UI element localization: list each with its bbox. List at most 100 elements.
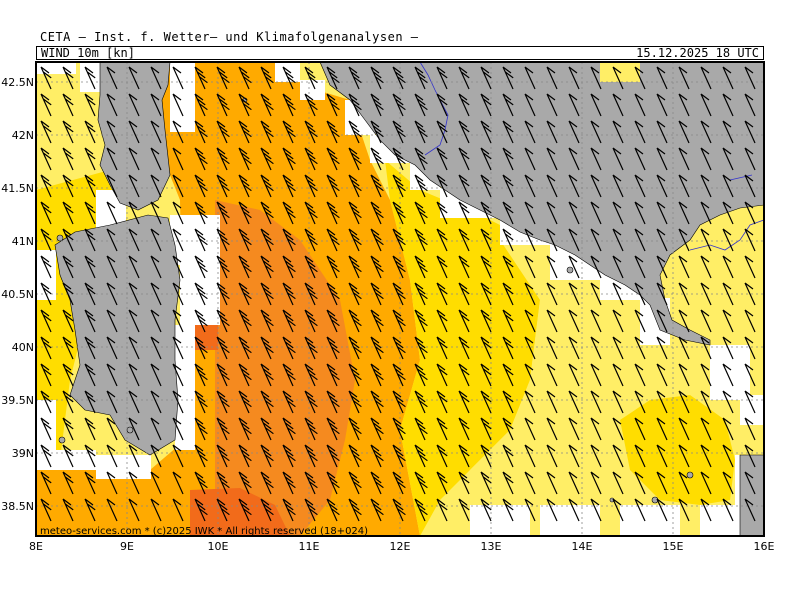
wind-barb <box>436 255 448 279</box>
wind-barb <box>678 66 690 90</box>
wind-barb <box>150 309 162 333</box>
wind-barb <box>678 417 690 441</box>
wind-barb <box>524 336 536 360</box>
wind-barb <box>436 336 448 360</box>
wind-barb <box>700 66 712 90</box>
wind-barb <box>40 174 52 198</box>
wind-barb <box>84 93 96 117</box>
wind-barb <box>194 147 208 171</box>
wind-barb <box>238 174 252 198</box>
field-gale <box>190 488 290 536</box>
wind-barb <box>150 417 162 441</box>
wind-barb <box>304 66 318 90</box>
wind-barb <box>304 336 318 360</box>
wind-barb <box>634 309 646 333</box>
wind-barb <box>62 228 74 252</box>
lat-label: 39.5N <box>1 394 34 407</box>
wind-barb <box>84 147 96 171</box>
wind-barb <box>678 228 690 252</box>
lat-label: 41.5N <box>1 182 34 195</box>
wind-barb <box>348 309 362 333</box>
wind-barb <box>502 120 514 144</box>
wind-barb <box>150 444 162 468</box>
map-header-title: CETA — Inst. f. Wetter– und Klimafolgena… <box>40 30 419 44</box>
wind-barb <box>40 309 52 333</box>
map-label-bar: WIND 10m [kn] 15.12.2025 18 UTC <box>36 46 764 60</box>
wind-barb <box>238 336 252 360</box>
wind-barb <box>722 201 734 225</box>
wind-barb <box>62 66 74 90</box>
wind-barb <box>612 174 624 198</box>
wind-barb <box>744 120 756 144</box>
wind-barb <box>502 282 514 306</box>
wind-barb <box>634 174 646 198</box>
wind-barb <box>40 498 52 522</box>
wind-barb <box>304 363 318 387</box>
wind-barb <box>62 174 74 198</box>
wind-barb <box>194 336 208 360</box>
wind-barb <box>656 444 668 468</box>
wind-barb <box>612 93 624 117</box>
wind-barb <box>326 93 340 117</box>
wind-barb <box>656 498 668 522</box>
wind-barb <box>370 363 384 387</box>
wind-barb <box>172 147 184 171</box>
wind-barb <box>546 309 558 333</box>
wind-barb <box>326 336 340 360</box>
wind-barb <box>106 120 118 144</box>
wind-barb <box>700 309 712 333</box>
wind-barb <box>678 363 690 387</box>
wind-barb <box>590 336 602 360</box>
wind-barb <box>524 282 536 306</box>
wind-barb <box>62 471 74 495</box>
wind-barb <box>348 66 362 90</box>
wind-barb <box>480 498 492 522</box>
wind-barb <box>436 93 448 117</box>
wind-barb <box>590 444 602 468</box>
wind-barb <box>172 93 184 117</box>
wind-barb <box>524 120 536 144</box>
wind-barb <box>150 255 162 279</box>
wind-barb <box>326 228 340 252</box>
wind-barb <box>436 120 448 144</box>
wind-barb <box>612 282 624 306</box>
wind-barb <box>634 228 646 252</box>
wind-barb <box>326 417 340 441</box>
wind-barb <box>216 363 230 387</box>
wind-barb <box>370 498 384 522</box>
wind-barb <box>370 255 384 279</box>
wind-barb <box>392 255 406 279</box>
wind-barb <box>546 66 558 90</box>
wind-barb <box>722 228 734 252</box>
small-island-1 <box>56 234 64 242</box>
wind-barb <box>84 498 96 522</box>
wind-barb <box>634 66 646 90</box>
wind-barb <box>656 471 668 495</box>
lat-label: 40N <box>12 341 34 354</box>
wind-barb <box>282 390 296 414</box>
wind-barb <box>546 282 558 306</box>
wind-barb <box>238 363 252 387</box>
wind-barb <box>502 336 514 360</box>
wind-barb <box>414 228 428 252</box>
wind-barb <box>326 363 340 387</box>
wind-barb <box>568 174 580 198</box>
wind-barb <box>414 93 428 117</box>
wind-barb <box>480 363 492 387</box>
wind-barb <box>260 309 274 333</box>
wind-barb <box>590 201 602 225</box>
wind-barb <box>744 255 756 279</box>
wind-barb <box>194 201 208 225</box>
wind-barb <box>106 471 118 495</box>
corsica <box>97 62 171 211</box>
lon-label: 9E <box>120 540 134 553</box>
wind-barb <box>480 228 492 252</box>
wind-barb <box>62 255 74 279</box>
wind-barb <box>392 309 406 333</box>
wind-barb <box>392 174 406 198</box>
wind-barb <box>612 147 624 171</box>
wind-barb <box>612 336 624 360</box>
copyright-text: meteo-services.com * (c)2025 IWK * All r… <box>40 526 368 537</box>
wind-barb <box>546 417 558 441</box>
